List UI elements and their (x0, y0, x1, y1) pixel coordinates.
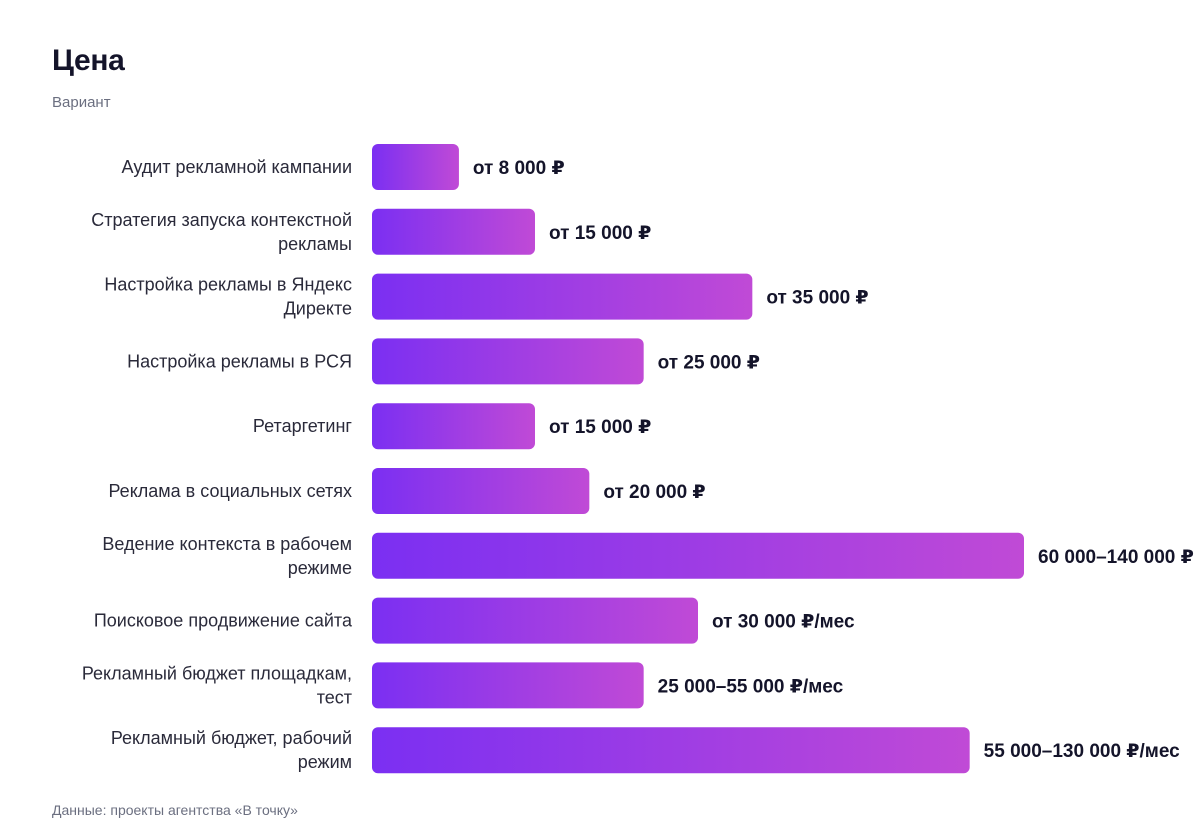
category-label: Поисковое продвижение сайта (94, 611, 353, 631)
value-label: от 20 000 ₽ (603, 482, 705, 503)
category-label: Реклама в социальных сетях (108, 481, 352, 501)
bar-7 (372, 532, 1024, 579)
value-label: 25 000–55 000 ₽/мес (658, 676, 844, 697)
bar-2 (372, 208, 535, 255)
value-label: от 8 000 ₽ (473, 158, 565, 179)
bars-group: Аудит рекламной кампании от 8 000 ₽ Страте… (82, 144, 1194, 774)
value-label: 60 000–140 000 ₽ (1038, 547, 1194, 568)
value-label: от 15 000 ₽ (549, 417, 651, 438)
category-label: Рекламный бюджет, рабочий режим (111, 728, 352, 772)
value-label: от 15 000 ₽ (549, 223, 651, 244)
bar-10 (372, 727, 970, 774)
category-label: Аудит рекламной кампании (122, 157, 352, 177)
category-label: Настройка рекламы в РСЯ (127, 351, 352, 371)
category-label: Ведение контекста в рабочем режиме (102, 534, 352, 578)
bar-9 (372, 662, 644, 709)
bar-6 (372, 468, 590, 514)
chart-source: Данные: проекты агентства «В точку» (52, 802, 298, 818)
value-label: 55 000–130 000 ₽/мес (984, 741, 1181, 762)
bar-5 (372, 403, 535, 450)
value-label: от 25 000 ₽ (658, 352, 760, 373)
chart-subtitle: Вариант (52, 94, 111, 111)
bar-4 (372, 338, 644, 385)
bar-8 (372, 597, 698, 644)
bar-1 (372, 144, 459, 190)
category-label: Настройка рекламы в Яндекс Директе (104, 275, 352, 319)
bar-3 (372, 273, 753, 320)
chart-title: Цена (52, 44, 125, 77)
category-label: Ретаргетинг (253, 416, 353, 436)
category-label: Рекламный бюджет площадкам, тест (82, 663, 352, 707)
category-label: Стратегия запуска контекстной рекламы (91, 210, 352, 254)
value-label: от 30 000 ₽/мес (712, 612, 855, 633)
value-label: от 35 000 ₽ (766, 288, 868, 309)
